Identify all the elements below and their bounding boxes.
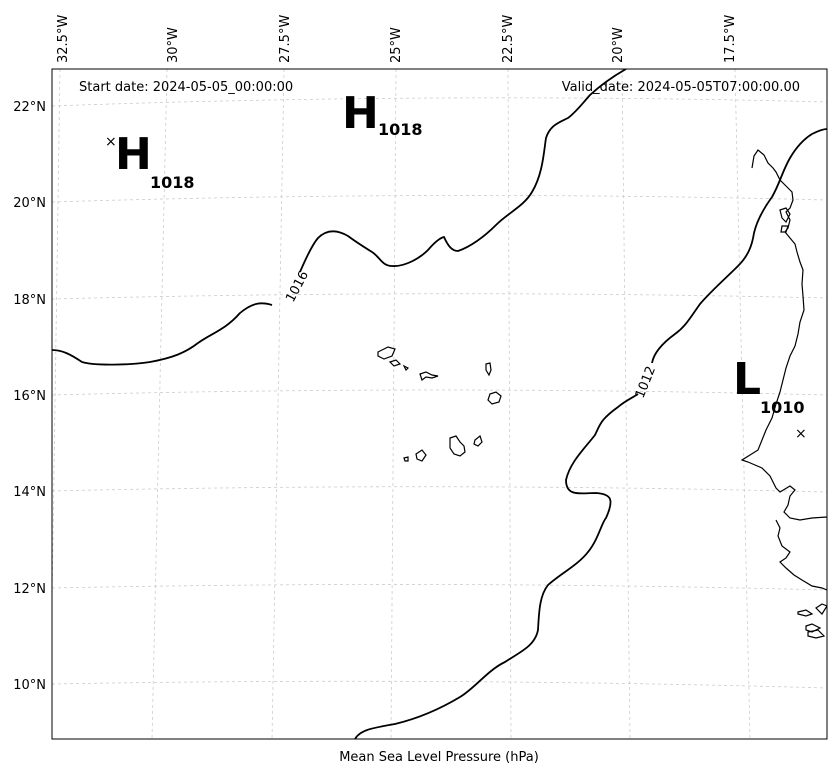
isobar-1016 (52, 69, 627, 366)
island-sao-vicente (388, 359, 402, 367)
lon-tick-label: 30°W (166, 27, 181, 63)
map-frame (51, 68, 828, 740)
meridian-22-5w (507, 69, 512, 739)
meridian-25w (390, 69, 397, 739)
island-santiago (449, 435, 466, 457)
island-maio (473, 434, 483, 447)
lat-tick-label: 20°N (13, 196, 46, 211)
island-fogo (415, 449, 427, 462)
parallel-18n (52, 293, 827, 300)
parallel-10n (52, 680, 827, 689)
meridian-30w (151, 69, 168, 739)
parallel-14n (52, 486, 827, 493)
island-sal (485, 362, 492, 377)
lon-tick-label: 27.5°W (278, 15, 293, 63)
parallel-22n (52, 97, 827, 107)
lat-tick-label: 14°N (13, 485, 46, 500)
low-pressure-symbol: L (733, 354, 761, 405)
high-center-marker: × (105, 134, 117, 150)
low-center-marker: × (795, 426, 807, 442)
longitude-ticks: 32.5°W 30°W 27.5°W 25°W 22.5°W 20°W 17.5… (56, 15, 738, 63)
latitude-ticks: 22°N 20°N 18°N 16°N 14°N 12°N 10°N (13, 100, 46, 693)
parallel-20n (52, 195, 827, 203)
island-boa-vista (487, 391, 502, 405)
lat-tick-label: 10°N (13, 678, 46, 693)
map-caption: Mean Sea Level Pressure (hPa) (339, 750, 539, 765)
start-date-label: Start date: 2024-05-05_00:00:00 (79, 80, 293, 95)
low-pressure-value: 1010 (760, 398, 805, 417)
meridian-20w (621, 69, 631, 739)
isobar-label-1016: 1016 (283, 269, 312, 305)
graticule (52, 69, 827, 739)
lat-tick-label: 22°N (13, 100, 46, 115)
island-santo-antao (377, 346, 396, 360)
island-brava (403, 456, 409, 462)
island-sao-nicolau (419, 371, 439, 381)
high-pressure-symbol: H (115, 129, 152, 180)
africa-coastline (740, 149, 827, 639)
lat-tick-label: 18°N (13, 293, 46, 308)
parallel-16n (52, 389, 827, 396)
lon-tick-label: 17.5°W (723, 15, 738, 63)
lon-tick-label: 22.5°W (501, 15, 516, 63)
lat-tick-label: 16°N (13, 389, 46, 404)
high-pressure-symbol-edge: H (342, 88, 379, 139)
high-pressure-value-edge: 1018 (378, 120, 423, 139)
isobar-1012 (354, 128, 827, 739)
isobar-label-1012: 1012 (633, 364, 659, 400)
high-pressure-value: 1018 (150, 173, 195, 192)
meridian-17-5w (734, 69, 751, 739)
lat-tick-label: 12°N (13, 582, 46, 597)
lon-tick-label: 25°W (389, 27, 404, 63)
valid-date-label: Valid_date: 2024-05-05T07:00:00.00 (562, 80, 800, 95)
coastlines (740, 149, 827, 639)
island-santa-luzia (402, 364, 410, 372)
pressure-centers: H 1018 × H 1018 L 1010 × (105, 88, 807, 442)
meridian-27-5w (271, 69, 285, 739)
lon-tick-label: 32.5°W (56, 15, 71, 63)
parallel-12n (52, 584, 827, 591)
isobars: 1016 1012 (52, 69, 827, 739)
cape-verde-islands (377, 346, 502, 462)
lon-tick-label: 20°W (611, 27, 626, 63)
